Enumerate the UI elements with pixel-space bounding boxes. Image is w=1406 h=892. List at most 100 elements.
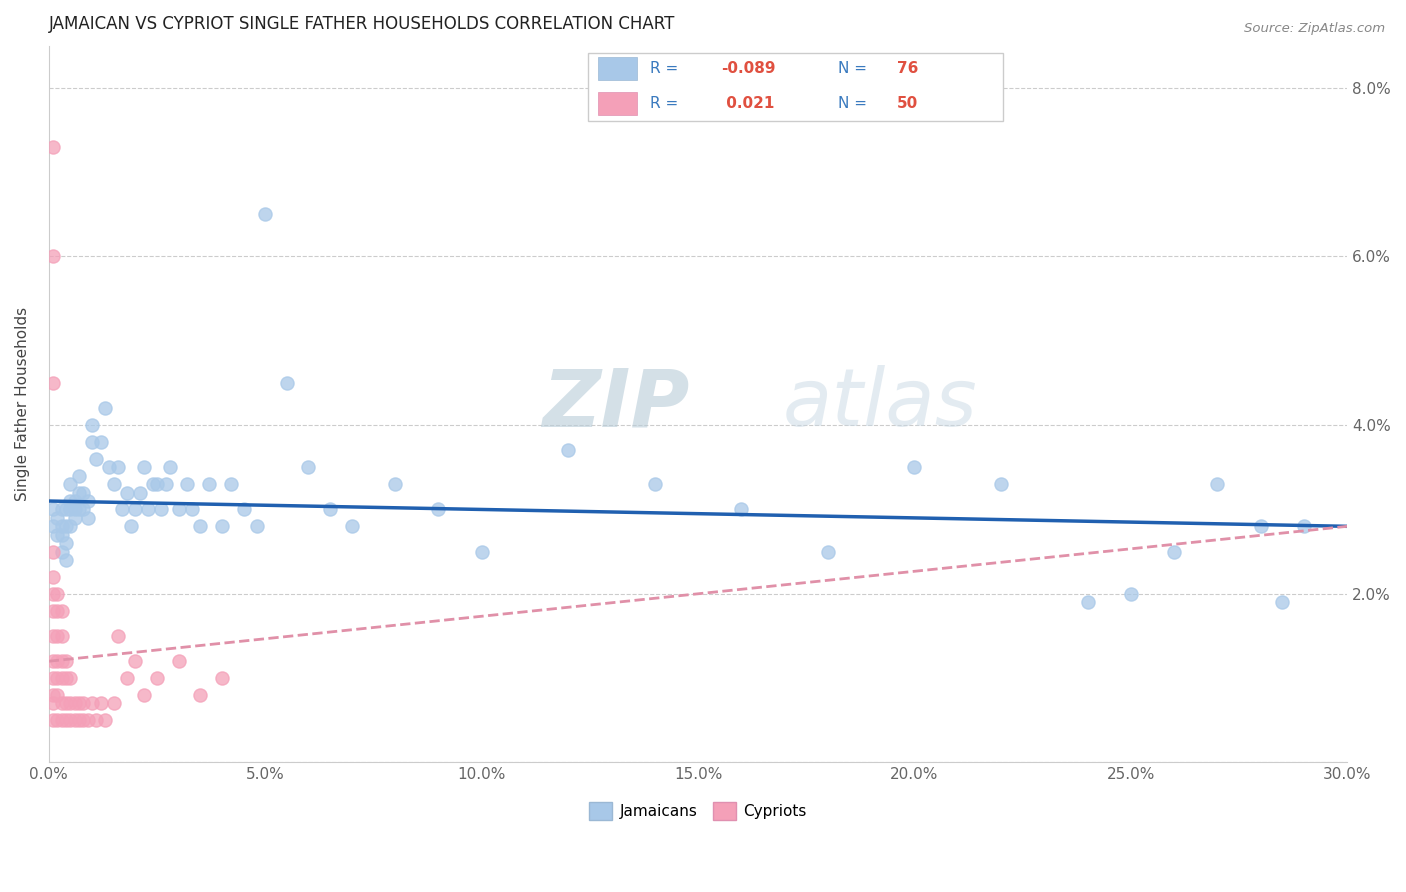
Point xyxy=(159,460,181,475)
Point xyxy=(51,654,73,668)
Point xyxy=(297,460,319,475)
Point xyxy=(42,544,65,558)
Point xyxy=(76,713,98,727)
Point xyxy=(103,477,125,491)
Point xyxy=(46,671,69,685)
Point xyxy=(42,250,65,264)
Point xyxy=(471,544,494,558)
Point xyxy=(76,511,98,525)
Point xyxy=(42,519,65,533)
Point xyxy=(1292,519,1315,533)
Point xyxy=(51,713,73,727)
Point xyxy=(107,629,129,643)
Point xyxy=(46,511,69,525)
Point xyxy=(80,418,103,433)
Point xyxy=(42,587,65,601)
Point xyxy=(90,435,112,450)
Point xyxy=(51,629,73,643)
Point xyxy=(128,485,150,500)
Text: N =: N = xyxy=(838,61,868,76)
Point xyxy=(51,671,73,685)
Point xyxy=(42,671,65,685)
Text: R =: R = xyxy=(650,96,678,112)
Text: 0.021: 0.021 xyxy=(721,96,775,112)
Point xyxy=(42,697,65,711)
Point xyxy=(211,519,233,533)
Point xyxy=(211,671,233,685)
Point xyxy=(55,654,77,668)
Point xyxy=(42,654,65,668)
Point xyxy=(1206,477,1229,491)
Point xyxy=(94,401,117,416)
Text: 76: 76 xyxy=(897,61,918,76)
Point xyxy=(146,671,169,685)
Point xyxy=(1271,595,1294,609)
Point xyxy=(167,502,190,516)
Point xyxy=(51,528,73,542)
Point xyxy=(86,713,108,727)
Text: ZIP: ZIP xyxy=(543,365,689,443)
Point xyxy=(245,519,267,533)
Point xyxy=(219,477,242,491)
Point xyxy=(51,519,73,533)
Point xyxy=(427,502,450,516)
Point xyxy=(51,604,73,618)
Point xyxy=(63,713,86,727)
Point xyxy=(155,477,177,491)
FancyBboxPatch shape xyxy=(588,53,1002,121)
Point xyxy=(42,713,65,727)
Point xyxy=(72,697,94,711)
Point xyxy=(142,477,165,491)
Point xyxy=(55,553,77,567)
Point xyxy=(276,376,298,390)
Point xyxy=(51,502,73,516)
Point xyxy=(80,435,103,450)
Point xyxy=(990,477,1012,491)
Text: JAMAICAN VS CYPRIOT SINGLE FATHER HOUSEHOLDS CORRELATION CHART: JAMAICAN VS CYPRIOT SINGLE FATHER HOUSEH… xyxy=(49,15,675,33)
Point xyxy=(42,502,65,516)
Text: 50: 50 xyxy=(897,96,918,112)
Point xyxy=(59,697,82,711)
FancyBboxPatch shape xyxy=(598,57,637,79)
Point xyxy=(67,713,90,727)
Point xyxy=(46,604,69,618)
Point xyxy=(167,654,190,668)
Point xyxy=(59,713,82,727)
Text: N =: N = xyxy=(838,96,868,112)
Point xyxy=(1163,544,1185,558)
Point xyxy=(817,544,839,558)
Point xyxy=(115,485,138,500)
Point xyxy=(55,519,77,533)
Point xyxy=(319,502,342,516)
Point xyxy=(124,654,146,668)
Point xyxy=(254,207,277,221)
Point xyxy=(55,697,77,711)
Point xyxy=(232,502,254,516)
Point xyxy=(55,713,77,727)
FancyBboxPatch shape xyxy=(598,92,637,115)
Point xyxy=(86,451,108,466)
Point xyxy=(1119,587,1142,601)
Point xyxy=(176,477,198,491)
Point xyxy=(72,485,94,500)
Legend: Jamaicans, Cypriots: Jamaicans, Cypriots xyxy=(583,796,813,827)
Point xyxy=(94,713,117,727)
Point xyxy=(42,629,65,643)
Point xyxy=(188,688,211,702)
Point xyxy=(42,376,65,390)
Point xyxy=(46,713,69,727)
Point xyxy=(146,477,169,491)
Point xyxy=(67,502,90,516)
Point xyxy=(46,587,69,601)
Text: atlas: atlas xyxy=(782,365,977,443)
Text: -0.089: -0.089 xyxy=(721,61,776,76)
Point xyxy=(340,519,363,533)
Point xyxy=(63,494,86,508)
Point xyxy=(42,570,65,584)
Point xyxy=(55,536,77,550)
Point xyxy=(72,502,94,516)
Point xyxy=(90,697,112,711)
Point xyxy=(67,468,90,483)
Point xyxy=(55,671,77,685)
Point xyxy=(51,697,73,711)
